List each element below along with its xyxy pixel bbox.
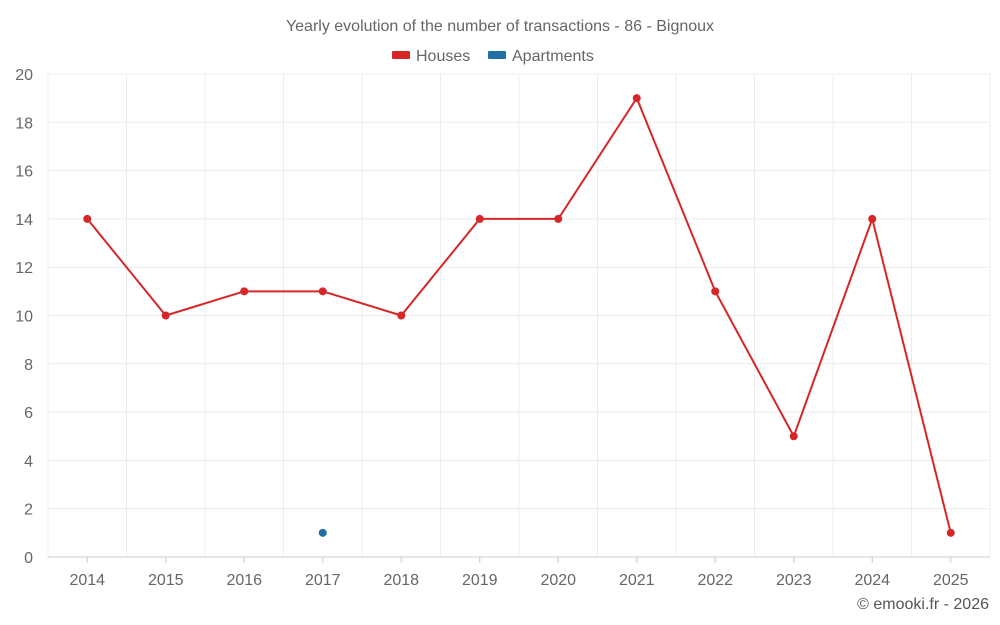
legend-label-houses: Houses <box>416 48 470 65</box>
y-tick-label: 18 <box>15 115 33 132</box>
chart-title: Yearly evolution of the number of transa… <box>286 18 714 35</box>
data-point-houses-2018[interactable] <box>397 311 406 320</box>
data-point-houses-2015[interactable] <box>161 311 170 320</box>
y-tick-label: 16 <box>15 164 33 181</box>
data-point-houses-2017[interactable] <box>318 287 327 296</box>
legend-label-apartments: Apartments <box>512 48 594 65</box>
y-tick-label: 10 <box>15 309 33 326</box>
legend-item-apartments[interactable]: Apartments <box>488 48 594 65</box>
y-tick-label: 0 <box>24 550 33 567</box>
data-point-houses-2016[interactable] <box>240 287 249 296</box>
series-line-houses <box>86 97 952 534</box>
legend-swatch-apartments <box>488 51 506 59</box>
data-point-houses-2019[interactable] <box>475 214 484 223</box>
y-tick-label: 20 <box>15 67 33 84</box>
x-tick-label: 2015 <box>148 572 184 589</box>
data-point-houses-2021[interactable] <box>632 94 641 103</box>
x-tick-label: 2024 <box>854 572 890 589</box>
x-tick-label: 2021 <box>619 572 655 589</box>
data-point-houses-2024[interactable] <box>868 214 877 223</box>
y-tick-label: 4 <box>24 453 33 470</box>
x-axis: 2014 2015 2016 2017 2018 2019 2020 2021 2022 2023… <box>48 556 990 589</box>
data-point-houses-2023[interactable] <box>789 432 798 441</box>
y-tick-label: 12 <box>15 260 33 277</box>
x-tick-label: 2022 <box>697 572 733 589</box>
grid-lines <box>47 73 991 558</box>
data-point-houses-2022[interactable] <box>711 287 720 296</box>
legend-swatch-houses <box>392 51 410 59</box>
x-tick-label: 2014 <box>69 572 105 589</box>
data-point-houses-2025[interactable] <box>946 528 955 537</box>
legend-item-houses[interactable]: Houses <box>392 48 470 65</box>
x-tick-label: 2023 <box>776 572 812 589</box>
x-tick-label: 2025 <box>933 572 969 589</box>
data-point-apartments-2017[interactable] <box>318 528 327 537</box>
data-point-houses-2014[interactable] <box>83 214 92 223</box>
x-tick-label: 2017 <box>305 572 341 589</box>
series-layer <box>83 94 955 537</box>
x-tick-label: 2016 <box>226 572 262 589</box>
x-tick-label: 2020 <box>540 572 576 589</box>
x-tick-label: 2018 <box>383 572 419 589</box>
legend: Houses Apartments <box>392 48 594 65</box>
y-tick-label: 14 <box>15 212 33 229</box>
credit-text: © emooki.fr - 2026 <box>857 596 989 613</box>
y-tick-label: 8 <box>24 357 33 374</box>
data-point-houses-2020[interactable] <box>554 214 563 223</box>
x-tick-label: 2019 <box>462 572 498 589</box>
y-axis: 0 2 4 6 8 10 12 14 16 18 20 <box>15 67 33 567</box>
y-tick-label: 6 <box>24 405 33 422</box>
y-tick-label: 2 <box>24 502 33 519</box>
